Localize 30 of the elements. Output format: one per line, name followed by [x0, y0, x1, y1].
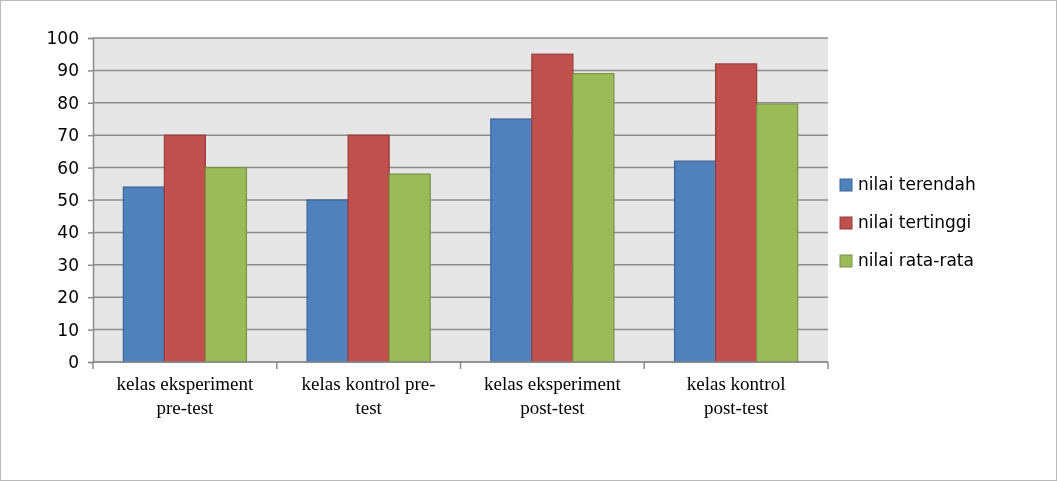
bar: [756, 103, 799, 363]
bar: [673, 160, 717, 363]
x-tick-label: kelas kontrol pre-test: [301, 373, 436, 418]
y-tick-label: 40: [57, 222, 79, 243]
y-tick-label: 80: [57, 92, 79, 113]
bar: [306, 199, 349, 363]
x-tick-label: kelas eksperiment pre-test: [116, 373, 254, 418]
bar: [572, 73, 615, 363]
bar: [122, 186, 165, 363]
legend-label: nilai rata-rata: [858, 250, 974, 270]
y-tick-label: 90: [57, 60, 79, 81]
bar: [531, 53, 574, 363]
bar: [163, 134, 206, 363]
y-tick-label: 0: [68, 351, 79, 372]
x-tick-label: kelas kontrol post-test: [686, 373, 786, 418]
bar: [490, 118, 533, 363]
bar: [204, 167, 248, 363]
x-tick-label: kelas eksperiment post-test: [484, 373, 622, 418]
bar: [388, 173, 431, 363]
bar: [715, 63, 758, 363]
y-tick-label: 10: [57, 319, 79, 340]
legend-label: nilai terendah: [858, 174, 976, 194]
y-tick-label: 60: [57, 157, 79, 178]
legend-label: nilai tertinggi: [858, 212, 972, 232]
y-tick-label: 30: [57, 254, 79, 275]
y-tick-label: 70: [57, 125, 79, 146]
y-tick-label: 20: [57, 287, 79, 308]
bar: [347, 134, 390, 363]
y-tick-label: 50: [57, 189, 79, 210]
y-tick-label: 100: [46, 27, 79, 48]
